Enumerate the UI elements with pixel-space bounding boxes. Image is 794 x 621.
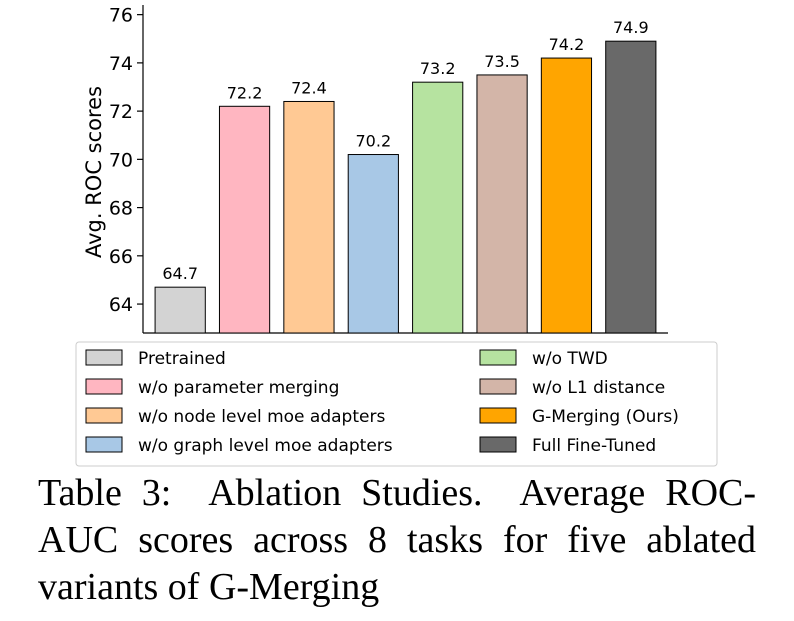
legend-swatch (479, 436, 517, 453)
bars (154, 40, 657, 334)
legend-label: Pretrained (138, 349, 226, 369)
bar-full-fine-tuned (605, 40, 657, 334)
legend-label: w/o TWD (532, 349, 608, 369)
legend-label: w/o node level moe adapters (138, 407, 385, 427)
bar-value-label: 73.5 (484, 52, 520, 71)
legend-swatch (85, 378, 123, 395)
bar-value-labels: 64.7 72.2 72.4 70.2 73.2 73.5 74.2 74.9 (162, 18, 648, 283)
bar-value-label: 72.2 (227, 83, 263, 102)
legend-label: w/o graph level moe adapters (138, 436, 393, 456)
y-tick-label: 70 (109, 149, 133, 171)
y-tick-label: 76 (109, 5, 133, 27)
bar-w-o-graph-level-moe-adapters (347, 154, 399, 334)
legend: Pretrained w/o parameter merging w/o node … (75, 341, 718, 467)
legend-label: Full Fine-Tuned (532, 436, 656, 456)
bar-w-o-l1-distance (476, 74, 528, 334)
legend-swatch (85, 436, 123, 453)
bar-w-o-parameter-merging (218, 105, 271, 334)
bar-g-merging-ours (540, 57, 593, 334)
y-tick-label: 72 (109, 101, 133, 123)
bar-value-label: 74.2 (549, 35, 585, 54)
caption-label: Table 3: (38, 472, 172, 514)
y-tick-label: 66 (109, 246, 133, 268)
y-axis: 64 66 68 70 72 74 76 (109, 5, 144, 333)
caption-body: Average ROC-AUC scores across 8 tasks fo… (38, 472, 757, 608)
legend-swatch (479, 407, 517, 424)
y-axis-title: Avg. ROC scores (82, 86, 106, 258)
bar-value-label: 73.2 (420, 59, 456, 78)
bar-value-label: 70.2 (356, 132, 392, 151)
y-tick-label: 74 (109, 53, 133, 75)
bar-w-o-node-level-moe-adapters (283, 100, 335, 334)
legend-swatch (85, 349, 123, 366)
legend-label: w/o parameter merging (138, 378, 339, 398)
bar-value-label: 64.7 (162, 264, 198, 283)
bar-value-label: 74.9 (613, 18, 649, 37)
legend-swatch (479, 349, 517, 366)
figure-caption: Table 3: Ablation Studies. Average ROC-A… (38, 470, 756, 611)
legend-swatch (479, 378, 517, 395)
bar-chart: 64 66 68 70 72 74 76 64.7 72.2 72.4 70.2 73.2 73.5 7… (75, 5, 718, 467)
bar-value-label: 72.4 (291, 78, 327, 97)
bar-pretrained (154, 286, 206, 334)
legend-swatch (85, 407, 123, 424)
legend-label: w/o L1 distance (532, 378, 665, 398)
legend-label: G-Merging (Ours) (532, 407, 679, 427)
y-tick-label: 68 (109, 198, 133, 220)
y-tick-label: 64 (109, 294, 133, 316)
caption-title: Ablation Studies. (208, 472, 483, 514)
legend-frame (75, 341, 718, 467)
bar-w-o-twd (412, 81, 464, 334)
